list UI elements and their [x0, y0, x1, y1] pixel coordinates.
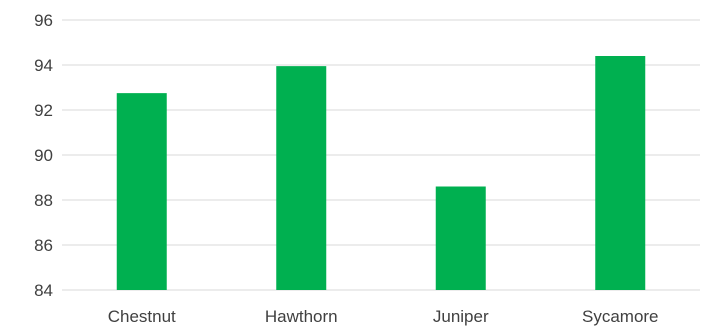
bars — [116, 56, 646, 290]
y-tick-label: 92 — [34, 101, 53, 120]
y-tick-label: 90 — [34, 146, 53, 165]
y-tick-label: 86 — [34, 236, 53, 255]
x-category-label: Hawthorn — [265, 307, 338, 326]
x-category-label: Chestnut — [108, 307, 176, 326]
y-tick-label: 88 — [34, 191, 53, 210]
bar-sycamore — [595, 56, 646, 290]
bar-juniper — [435, 186, 486, 290]
x-axis-labels: Chestnut Hawthorn Juniper Sycamore — [108, 307, 659, 326]
bar-hawthorn — [276, 66, 327, 290]
x-category-label: Sycamore — [582, 307, 659, 326]
y-tick-label: 94 — [34, 56, 53, 75]
y-tick-label: 84 — [34, 281, 53, 300]
y-axis-ticks: 84 86 88 90 92 94 96 — [34, 11, 53, 300]
x-category-label: Juniper — [433, 307, 489, 326]
bar-chestnut — [116, 93, 167, 290]
gridlines — [62, 19, 700, 291]
y-tick-label: 96 — [34, 11, 53, 30]
